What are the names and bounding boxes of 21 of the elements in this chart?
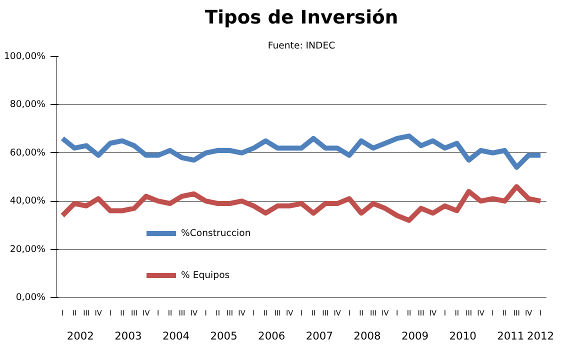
chart-title: Tipos de Inversión xyxy=(204,8,398,28)
text: 2005 xyxy=(210,330,238,342)
text: 2007 xyxy=(306,330,333,342)
y-tick-label: 100,00% xyxy=(4,51,46,62)
text: 2011 xyxy=(497,330,524,342)
y-tick-label: 20,00% xyxy=(10,244,46,255)
y-tick-label: 80,00% xyxy=(10,99,46,110)
legend-label: % Equipos xyxy=(181,270,230,280)
legend-label: %Construccion xyxy=(181,228,251,238)
y-tick-label: 0,00% xyxy=(16,292,46,303)
text: 2009 xyxy=(401,330,429,342)
text: 2010 xyxy=(449,330,477,342)
text: 2003 xyxy=(114,330,142,342)
text: 2006 xyxy=(258,330,286,342)
text: 2008 xyxy=(354,330,382,342)
y-tick-label: 60,00% xyxy=(10,147,46,158)
text: 2012 xyxy=(526,330,554,342)
text: 2002 xyxy=(66,330,94,342)
text: 2004 xyxy=(162,330,190,342)
chart-subtitle: Fuente: INDEC xyxy=(268,40,336,52)
y-tick-label: 40,00% xyxy=(10,196,46,207)
